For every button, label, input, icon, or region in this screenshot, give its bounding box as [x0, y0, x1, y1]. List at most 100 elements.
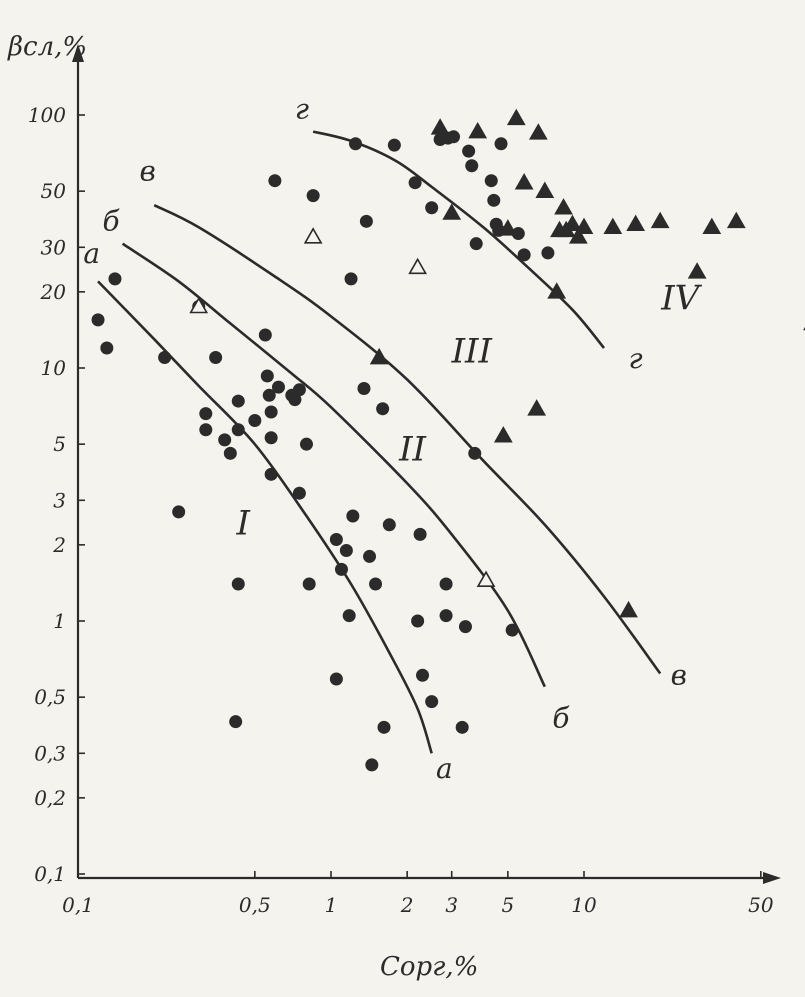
point-triangle	[563, 214, 582, 232]
point-circle	[465, 159, 479, 173]
x-tick-label: 5	[501, 893, 514, 917]
point-circle	[172, 505, 186, 519]
point-circle	[411, 614, 425, 628]
point-triangle	[535, 181, 555, 198]
point-circle	[199, 423, 213, 437]
point-circle	[382, 518, 396, 532]
point-triangle	[468, 121, 488, 139]
x-tick-label: 3	[445, 893, 458, 917]
point-circle	[469, 237, 483, 251]
point-circle	[462, 144, 476, 158]
zone-label: IV	[660, 279, 702, 319]
point-triangle	[687, 262, 707, 279]
point-circle	[231, 394, 245, 408]
curve-г	[312, 130, 606, 349]
point-circle	[264, 405, 278, 419]
point-circle	[425, 695, 439, 709]
point-circle	[199, 407, 213, 421]
y-tick-label: 10	[41, 356, 67, 380]
y-tick-label: 5	[53, 432, 66, 456]
point-triangle	[442, 203, 462, 220]
point-triangle	[603, 217, 623, 235]
point-circle	[299, 437, 313, 451]
point-triangle	[506, 108, 526, 126]
point-triangle	[476, 570, 496, 587]
point-circle	[387, 138, 401, 152]
point-circle	[218, 433, 232, 447]
point-circle	[209, 351, 223, 365]
point-circle	[363, 549, 377, 563]
x-tick-label: 0,5	[239, 893, 271, 917]
point-circle	[302, 577, 316, 591]
point-triangle	[514, 173, 534, 190]
zone-label: I	[236, 503, 251, 543]
point-circle	[487, 193, 501, 207]
point-circle	[339, 543, 353, 557]
x-tick-label: 1	[325, 893, 338, 917]
point-circle	[369, 577, 383, 591]
point-circle	[264, 467, 278, 481]
point-triangle	[702, 217, 722, 235]
point-circle	[292, 486, 306, 500]
curve-label-start: б	[103, 204, 121, 237]
point-circle	[223, 446, 237, 460]
point-circle	[377, 720, 391, 734]
point-circle	[231, 577, 245, 591]
point-circle	[455, 720, 469, 734]
y-tick-label: 0,1	[34, 862, 66, 886]
point-circle	[231, 423, 245, 437]
point-circle	[359, 214, 373, 228]
point-circle	[258, 328, 272, 342]
point-circle	[505, 623, 519, 637]
axes	[72, 44, 781, 884]
point-circle	[229, 715, 243, 729]
point-circle	[439, 609, 453, 623]
point-circle	[91, 313, 105, 327]
point-circle	[329, 672, 343, 686]
point-circle	[306, 189, 320, 203]
point-triangle	[650, 211, 670, 229]
curve-в	[153, 204, 662, 675]
y-tick-label: 0,5	[34, 685, 66, 709]
point-circle	[268, 174, 282, 188]
y-tick-label: 100	[28, 103, 66, 127]
y-tick-label: 1	[53, 609, 66, 633]
point-triangle	[568, 227, 588, 244]
curve-label-start: а	[83, 237, 100, 270]
point-circle	[511, 227, 525, 241]
point-circle	[158, 351, 172, 365]
point-circle	[425, 201, 439, 215]
y-tick-label: 20	[40, 280, 67, 304]
zone-label: II	[398, 430, 426, 470]
point-circle	[357, 381, 371, 395]
point-circle	[260, 369, 274, 383]
y-tick-label: 0,2	[34, 786, 66, 810]
curve-label-end: а	[436, 752, 453, 785]
point-triangle	[527, 399, 547, 416]
y-tick-label: 50	[41, 179, 67, 203]
point-circle	[288, 393, 302, 407]
point-triangle	[303, 227, 323, 244]
y-tick-label: 2	[52, 533, 66, 557]
point-circle	[271, 380, 285, 394]
y-tick-label: 3	[53, 488, 66, 512]
point-circle	[334, 562, 348, 576]
y-tick-label: 0,3	[34, 741, 66, 765]
point-triangle	[554, 198, 573, 215]
point-circle	[329, 532, 343, 546]
curve-label-start: г	[295, 92, 309, 125]
point-circle	[541, 246, 555, 260]
data-points	[91, 108, 805, 772]
point-circle	[264, 431, 278, 445]
point-triangle	[726, 211, 746, 229]
point-triangle	[189, 296, 209, 314]
curve-label-end: в	[671, 659, 687, 692]
point-circle	[494, 137, 508, 151]
point-triangle	[408, 257, 428, 275]
point-triangle	[626, 214, 646, 232]
y-tick-label: 30	[41, 235, 67, 259]
y-axis-arrow	[72, 44, 84, 62]
point-circle	[517, 248, 531, 262]
zone-label: III	[451, 332, 493, 372]
x-axis-title: Сорг,%	[380, 952, 478, 982]
